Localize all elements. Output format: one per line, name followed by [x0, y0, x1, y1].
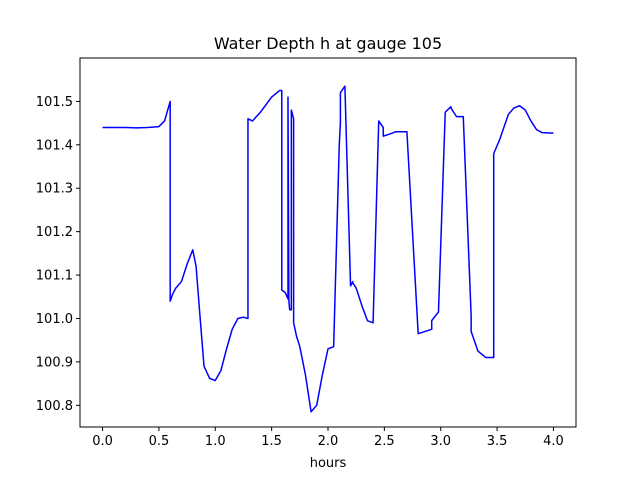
- y-tick-label: 101.1: [36, 269, 73, 284]
- series-line: [102, 85, 554, 413]
- y-tick-label: 101.0: [36, 312, 73, 327]
- y-tick-label: 100.9: [36, 355, 73, 370]
- x-axis-label: hours: [310, 456, 347, 471]
- plot-area: [102, 85, 554, 413]
- x-tick-label: 0.5: [149, 434, 170, 449]
- chart-title: Water Depth h at gauge 105: [214, 34, 442, 53]
- x-tick-label: 2.5: [374, 434, 395, 449]
- x-axis: 0.0 0.5 1.0 1.5 2.0 2.5 3.0 3.5 4.0: [92, 427, 564, 449]
- y-tick-label: 101.4: [36, 138, 73, 153]
- y-tick-label: 101.2: [36, 225, 73, 240]
- x-tick-label: 4.0: [543, 434, 564, 449]
- x-tick-label: 3.5: [487, 434, 508, 449]
- x-tick-label: 3.0: [430, 434, 451, 449]
- x-tick-label: 1.5: [261, 434, 282, 449]
- x-tick-label: 2.0: [318, 434, 339, 449]
- y-tick-label: 101.3: [36, 182, 73, 197]
- plot-frame: [79, 57, 577, 428]
- y-tick-label: 101.5: [36, 95, 73, 110]
- x-tick-label: 0.0: [92, 434, 113, 449]
- y-axis: 100.8 100.9 101.0 101.1 101.2 101.3 101.4 101.5: [36, 95, 80, 414]
- y-tick-label: 100.8: [36, 399, 73, 414]
- x-tick-label: 1.0: [205, 434, 226, 449]
